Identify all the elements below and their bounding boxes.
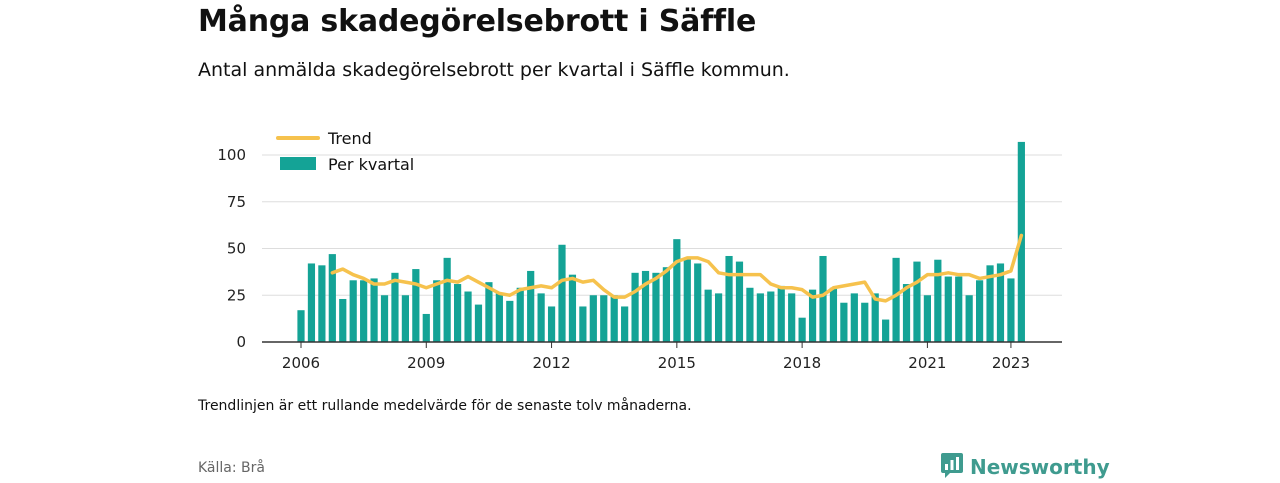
trend-line: [330, 233, 1024, 303]
bar-2011-Q2: [516, 287, 524, 342]
x-tick-label: 2015: [658, 354, 696, 372]
bar-2015-Q2: [683, 257, 691, 342]
bar-2015-Q4: [704, 289, 712, 342]
bar-2017-Q2: [767, 291, 775, 342]
bar-2013-Q2: [600, 295, 608, 342]
bar-2014-Q1: [631, 272, 639, 342]
chart-title: Många skadegörelsebrott i Säffle: [198, 4, 757, 39]
newsworthy-logo-icon: [940, 451, 964, 483]
legend: Trend Per kvartal: [276, 129, 414, 174]
chart-note: Trendlinjen är ett rullande medelvärde f…: [198, 398, 692, 414]
bar-2020-Q1: [882, 319, 890, 342]
bar-2018-Q4: [829, 287, 838, 342]
brand-name: Newsworthy: [970, 455, 1110, 479]
bar-2022-Q3: [986, 265, 994, 342]
bar-2006-Q1: [297, 310, 305, 342]
bar-2016-Q4: [746, 287, 754, 342]
bar-2007-Q1: [339, 298, 347, 342]
bar-2006-Q4: [328, 254, 336, 342]
x-tick-label: 2023: [992, 354, 1030, 372]
bar-2015-Q1: [673, 239, 681, 342]
bar-2010-Q1: [464, 291, 472, 342]
bar-2019-Q2: [850, 293, 858, 342]
bar-2016-Q2: [725, 255, 733, 342]
bar-2007-Q3: [360, 280, 368, 342]
bar-2020-Q2: [892, 257, 900, 342]
bar-2008-Q3: [401, 295, 409, 342]
x-tick-label: 2012: [532, 354, 570, 372]
bar-2013-Q3: [610, 295, 618, 342]
y-tick-label: 100: [217, 146, 246, 164]
bars-series: [297, 141, 1025, 342]
chart-subtitle: Antal anmälda skadegörelsebrott per kvar…: [198, 59, 790, 81]
bar-2009-Q2: [433, 280, 441, 342]
bar-2006-Q3: [318, 265, 326, 342]
bar-2019-Q3: [861, 302, 869, 342]
bar-2007-Q4: [370, 278, 378, 342]
bar-2019-Q4: [871, 293, 879, 342]
bar-2023-Q2: [1017, 141, 1025, 342]
bar-2018-Q2: [808, 289, 817, 342]
bar-2017-Q3: [777, 285, 785, 342]
x-tick-label: 2006: [282, 354, 320, 372]
bar-2021-Q4: [955, 276, 963, 342]
bar-2007-Q2: [349, 280, 357, 342]
bar-2017-Q1: [756, 293, 764, 342]
bar-2023-Q1: [1007, 278, 1015, 342]
bar-2010-Q2: [474, 304, 483, 342]
brand-logo[interactable]: Newsworthy: [940, 451, 1110, 483]
legend-bar-swatch: [280, 157, 316, 170]
bar-2011-Q3: [527, 270, 535, 342]
y-tick-label: 75: [227, 193, 246, 211]
trend-series: [330, 233, 1024, 303]
bar-2022-Q1: [965, 295, 973, 342]
y-tick-label: 50: [227, 240, 246, 258]
bar-2012-Q3: [568, 274, 577, 342]
bar-2021-Q1: [923, 295, 931, 342]
bar-2014-Q2: [641, 270, 650, 342]
bar-2016-Q1: [715, 293, 723, 342]
bar-2014-Q3: [652, 272, 660, 342]
legend-trend-label: Trend: [327, 129, 372, 148]
source-label: Källa: Brå: [198, 460, 265, 476]
bar-2020-Q3: [902, 284, 911, 342]
bar-2008-Q2: [391, 272, 399, 342]
bar-2022-Q4: [996, 263, 1005, 342]
bar-2008-Q4: [412, 269, 420, 342]
bar-2009-Q4: [454, 284, 462, 342]
bar-2009-Q3: [443, 257, 451, 342]
bar-2021-Q3: [944, 276, 952, 342]
y-tick-label: 0: [236, 333, 246, 351]
bar-2010-Q4: [495, 293, 503, 342]
bar-2020-Q4: [913, 261, 921, 342]
bar-2014-Q4: [662, 267, 670, 342]
x-tick-label: 2018: [783, 354, 821, 372]
x-axis-ticks: 2006 2009 2012 2015 2018 2021 2023: [282, 342, 1030, 372]
bar-2016-Q3: [735, 261, 744, 342]
bar-2013-Q1: [589, 295, 597, 342]
bar-2008-Q1: [380, 295, 389, 342]
bar-2013-Q4: [621, 306, 629, 342]
bar-2018-Q3: [819, 255, 827, 342]
y-tick-label: 25: [227, 286, 246, 304]
legend-bar-label: Per kvartal: [328, 155, 414, 174]
bar-2012-Q1: [547, 306, 556, 342]
bar-2017-Q4: [788, 293, 796, 342]
bar-2011-Q1: [506, 300, 514, 342]
bar-2009-Q1: [422, 313, 430, 342]
bar-2011-Q4: [537, 293, 545, 342]
bar-2022-Q2: [976, 280, 984, 342]
y-axis-ticks: 0 25 50 75 100: [217, 146, 246, 351]
x-tick-label: 2021: [908, 354, 946, 372]
bar-2006-Q2: [307, 263, 316, 342]
bar-2010-Q3: [485, 282, 493, 342]
bar-2012-Q4: [579, 306, 587, 342]
bar-2021-Q2: [934, 259, 942, 342]
bar-2019-Q1: [840, 302, 848, 342]
bar-2012-Q2: [558, 244, 566, 342]
x-tick-label: 2009: [407, 354, 445, 372]
bar-2015-Q3: [694, 263, 702, 342]
bar-2018-Q1: [798, 317, 806, 342]
